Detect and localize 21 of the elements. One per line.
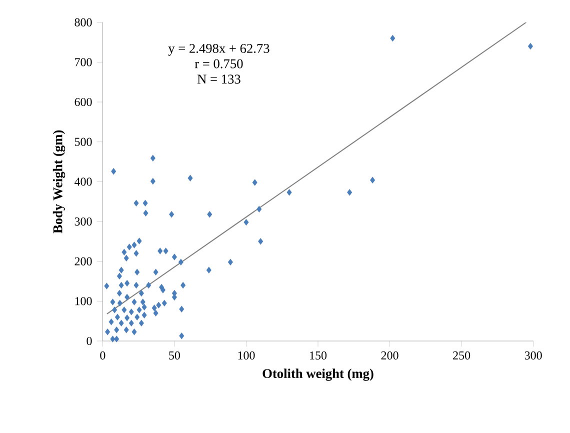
x-tick-label: 250 xyxy=(453,351,470,360)
y-tick-label: 800 xyxy=(74,18,92,26)
x-tick-label: 150 xyxy=(310,351,327,360)
y-tick-label: 100 xyxy=(75,297,92,306)
y-tick-label: 700 xyxy=(75,58,92,66)
y-tick-label: 400 xyxy=(74,178,92,186)
x-tick-label: 0 xyxy=(100,351,106,360)
annotation: N = 133 xyxy=(197,74,240,84)
y-axis-title: Body Weight (gm) xyxy=(52,130,66,234)
annotation: r = 0.750 xyxy=(194,59,243,68)
x-tick-label: 200 xyxy=(381,351,398,360)
y-tick-label: 500 xyxy=(74,138,92,146)
y-tick-label: 300 xyxy=(74,217,92,226)
x-axis-title: Otolith weight (mg) xyxy=(262,368,374,381)
y-tick-label: 200 xyxy=(74,257,92,266)
y-tick-label: 0 xyxy=(86,336,92,346)
y-tick-label: 600 xyxy=(74,98,92,106)
x-tick-label: 100 xyxy=(238,351,255,360)
x-tick-label: 300 xyxy=(524,351,542,360)
x-tick-label: 50 xyxy=(169,351,180,360)
annotation: y = 2.498x + 62.73 xyxy=(168,44,270,56)
